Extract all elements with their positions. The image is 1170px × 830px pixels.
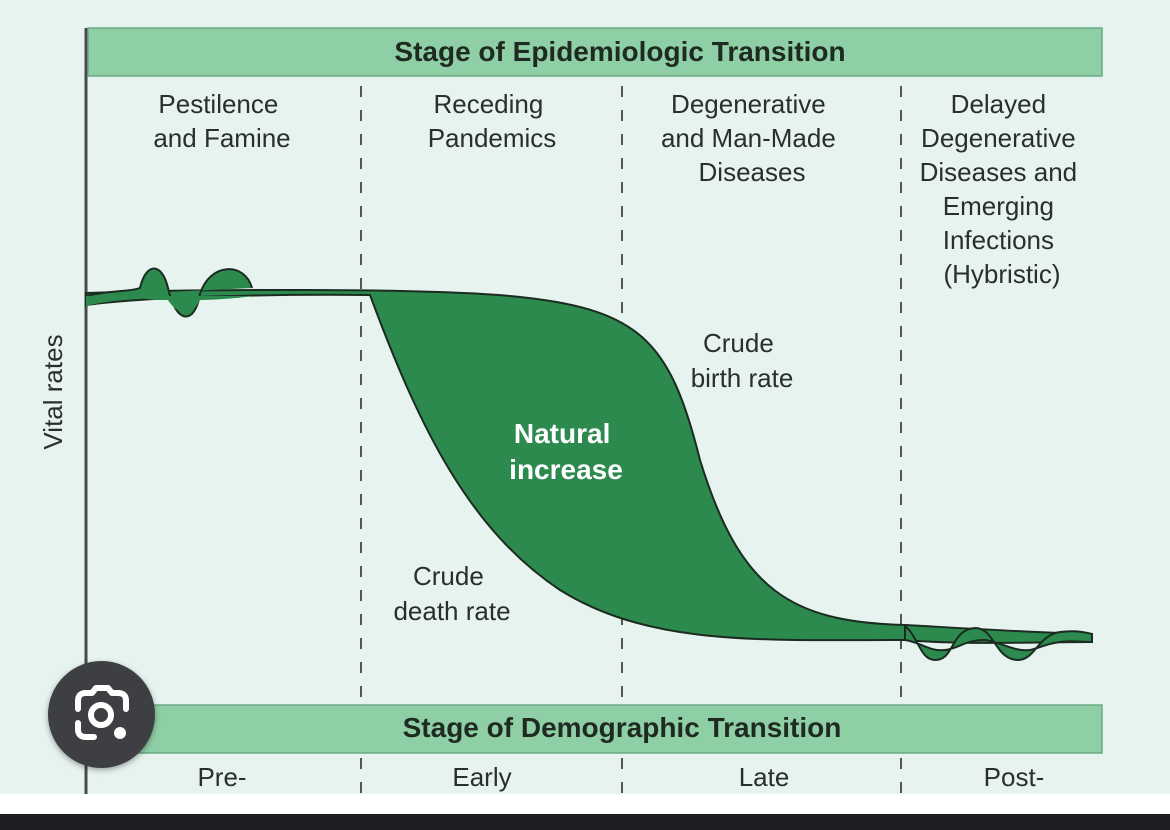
system-nav-strip: [0, 814, 1170, 830]
stage-dividers: [360, 86, 902, 794]
bottom-bar: [0, 794, 1170, 830]
crude-birth-rate-label: Crude birth rate: [691, 328, 794, 393]
google-lens-button[interactable]: [48, 661, 155, 768]
crude-death-rate-label: Crude death rate: [393, 561, 510, 626]
stage-label-pestilence: Pestilence and Famine: [153, 89, 290, 153]
y-axis-label: Vital rates: [38, 334, 68, 449]
epidemiologic-banner-title: Stage of Epidemiologic Transition: [394, 36, 845, 67]
stage-label-delayed-degenerative: Delayed Degenerative Diseases and Emergi…: [920, 89, 1085, 289]
demographic-stage-late: Late: [739, 762, 790, 792]
late-fluctuations: [904, 623, 1093, 662]
demographic-banner-title: Stage of Demographic Transition: [403, 712, 842, 743]
google-lens-icon: [75, 685, 129, 740]
stage-label-degenerative: Degenerative and Man-Made Diseases: [661, 89, 843, 187]
epidemiologic-transition-diagram: Stage of Epidemiologic Transition Pestil…: [0, 0, 1170, 794]
demographic-stage-pre: Pre-: [197, 762, 246, 792]
epidemiologic-banner: [87, 27, 1103, 77]
demographic-stage-early: Early: [452, 762, 511, 792]
demographic-banner: [87, 704, 1103, 754]
early-fluctuations: [85, 267, 253, 318]
early-fluctuations-fill: [86, 296, 252, 312]
demographic-stage-post: Post-: [984, 762, 1045, 792]
natural-increase-label: Natural increase: [509, 418, 623, 485]
stage-label-receding-pandemics: Receding Pandemics: [428, 89, 557, 153]
